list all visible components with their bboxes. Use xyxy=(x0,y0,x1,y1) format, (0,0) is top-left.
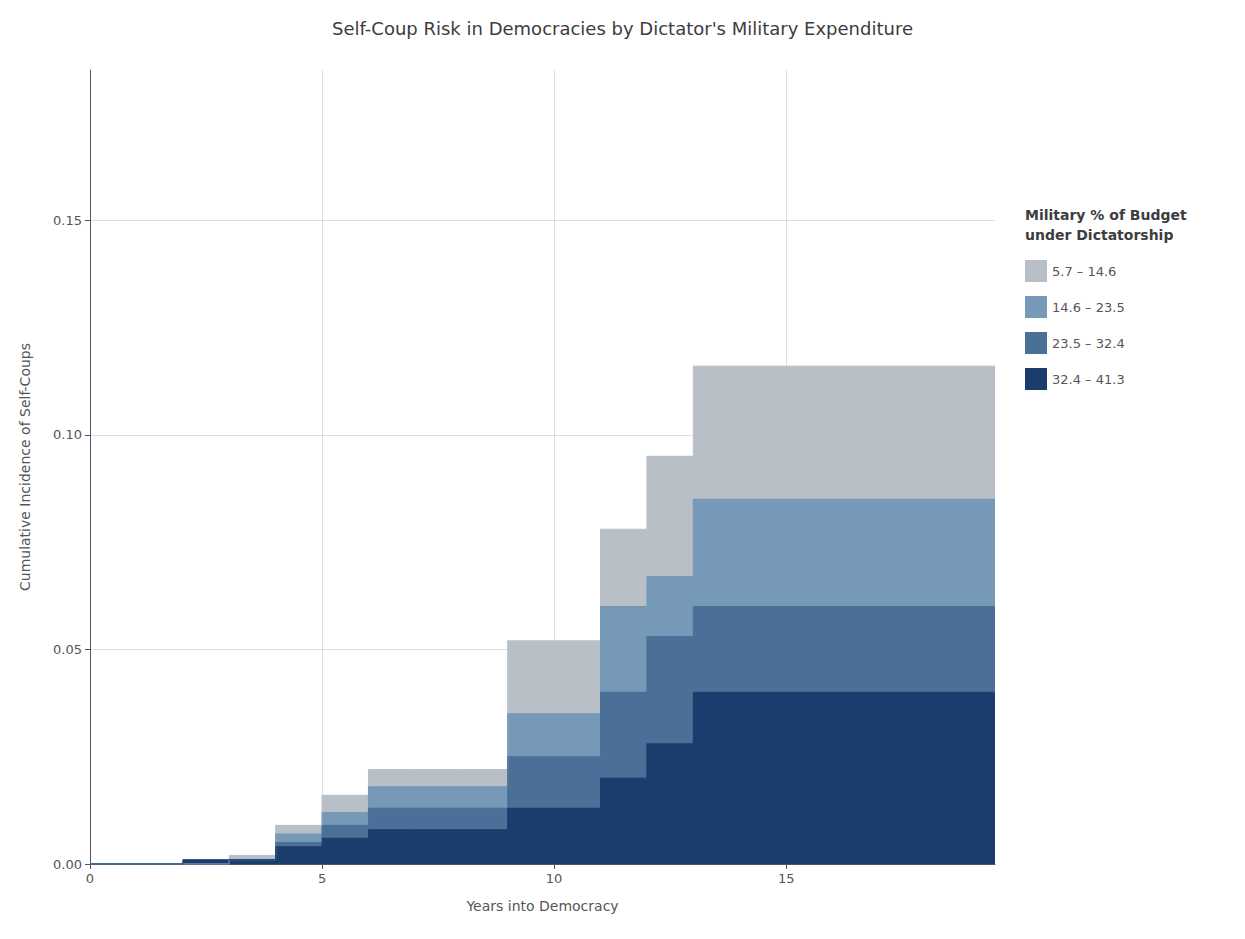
svg-text:14.6 – 23.5: 14.6 – 23.5 xyxy=(1052,300,1125,315)
svg-text:10: 10 xyxy=(546,871,563,886)
svg-text:23.5 – 32.4: 23.5 – 32.4 xyxy=(1052,336,1125,351)
svg-text:15: 15 xyxy=(778,871,795,886)
svg-text:0.00: 0.00 xyxy=(53,857,82,872)
svg-text:5.7 – 14.6: 5.7 – 14.6 xyxy=(1052,264,1116,279)
svg-text:Cumulative Incidence of Self-C: Cumulative Incidence of Self-Coups xyxy=(17,343,33,591)
svg-text:0.15: 0.15 xyxy=(53,213,82,228)
svg-text:Years into Democracy: Years into Democracy xyxy=(465,898,618,914)
svg-text:0: 0 xyxy=(86,871,94,886)
svg-text:32.4 – 41.3: 32.4 – 41.3 xyxy=(1052,372,1125,387)
svg-text:Military % of Budget: Military % of Budget xyxy=(1025,207,1187,223)
svg-text:under Dictatorship: under Dictatorship xyxy=(1025,227,1173,243)
svg-text:5: 5 xyxy=(318,871,326,886)
svg-text:Self-Coup Risk in Democracies: Self-Coup Risk in Democracies by Dictato… xyxy=(332,18,913,39)
svg-text:0.10: 0.10 xyxy=(53,427,82,442)
svg-text:0.05: 0.05 xyxy=(53,642,82,657)
